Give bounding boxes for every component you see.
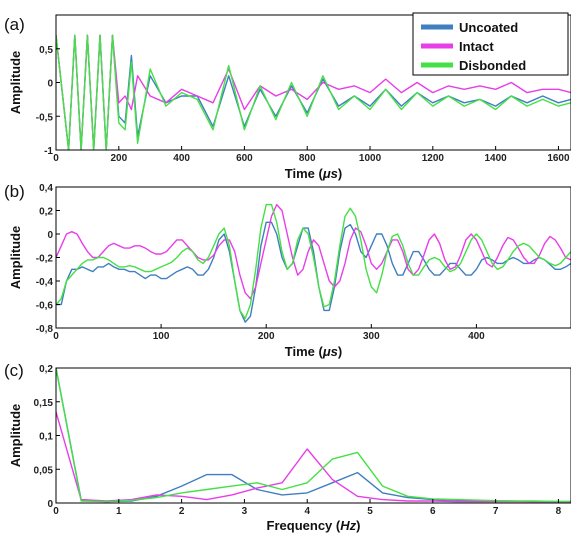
x-axis-label: Time (μs) <box>285 344 342 359</box>
x-axis-label-unit: Hz <box>340 518 356 533</box>
x-tick-label: 0 <box>53 153 59 164</box>
x-tick-label: 0 <box>53 506 59 517</box>
x-axis-label-post: ) <box>356 518 360 533</box>
x-tick-label: 400 <box>173 153 190 164</box>
y-tick-label: 0,2 <box>39 364 53 375</box>
y-tick-label: 0,4 <box>39 183 53 194</box>
y-tick-label: -0,2 <box>36 254 54 265</box>
x-axis-label-post: ) <box>338 344 342 359</box>
series-line-disbonded <box>56 203 571 320</box>
x-tick-label: 300 <box>363 331 380 342</box>
x-tick-label: 6 <box>430 506 436 517</box>
x-axis-label-post: ) <box>338 166 342 181</box>
x-tick-label: 400 <box>468 331 485 342</box>
x-tick-label: 600 <box>236 153 253 164</box>
panel-label: (a) <box>4 15 25 34</box>
x-axis-label-unit: μs <box>322 344 338 359</box>
y-tick-label: 0 <box>47 79 53 90</box>
series-line-intact <box>56 203 571 300</box>
x-tick-label: 7 <box>493 506 499 517</box>
x-tick-label: 200 <box>110 153 127 164</box>
x-tick-label: 1200 <box>422 153 445 164</box>
panel-label: (c) <box>4 361 24 380</box>
y-axis-label: Amplitude <box>8 226 23 290</box>
y-axis-label: Amplitude <box>8 404 23 468</box>
x-axis-label-pre: Time ( <box>285 166 324 181</box>
series-group <box>56 34 571 150</box>
series-line-uncoated <box>56 368 571 503</box>
x-tick-label: 100 <box>153 331 170 342</box>
x-tick-label: 0 <box>53 331 59 342</box>
y-tick-label: -0,6 <box>36 301 54 312</box>
x-tick-label: 5 <box>367 506 373 517</box>
axes-frame <box>55 367 571 504</box>
legend: Uncoated Intact Disbonded <box>412 12 569 76</box>
x-tick-label: 1000 <box>359 153 382 164</box>
y-tick-label: -0,8 <box>36 324 54 335</box>
y-tick-label: 0,15 <box>34 398 54 409</box>
legend-label-disbonded: Disbonded <box>459 58 526 73</box>
x-axis-label-pre: Time ( <box>285 344 324 359</box>
y-tick-label: 0,1 <box>39 432 53 443</box>
series-line-intact <box>56 411 571 503</box>
x-tick-label: 4 <box>304 506 310 517</box>
series-group <box>56 203 571 323</box>
x-tick-label: 200 <box>258 331 275 342</box>
x-axis-label: Frequency (Hz) <box>267 518 361 533</box>
y-tick-label: 0 <box>47 230 53 241</box>
legend-label-uncoated: Uncoated <box>459 20 518 35</box>
panel-2: 0 100 200 300 400 -0,8 -0,6 -0,4 -0,2 0 0,2 0,4 Time… <box>4 182 571 359</box>
series-line-disbonded <box>56 34 571 150</box>
x-tick-label: 2 <box>179 506 185 517</box>
x-tick-label: 1400 <box>485 153 508 164</box>
series-line-disbonded <box>56 368 571 503</box>
y-axis-label: Amplitude <box>8 51 23 115</box>
x-tick-label: 8 <box>556 506 562 517</box>
x-axis-label-unit: μs <box>322 166 338 181</box>
y-tick-label: -0,4 <box>36 277 54 288</box>
panel-1: 0 200 400 600 800 1000 1200 1400 1600 -1 -0,5 0 0,5 T… <box>4 12 571 181</box>
y-tick-label: -0,5 <box>36 112 54 123</box>
panel-3: 0 1 2 3 4 5 6 7 8 0 0,05 0,1 0,15 0,2 Frequency (Hz) Am… <box>4 361 571 533</box>
y-tick-label: 0 <box>47 499 53 510</box>
y-tick-label: 0,5 <box>39 45 53 56</box>
y-tick-label: 0,05 <box>34 465 54 476</box>
x-tick-label: 800 <box>299 153 316 164</box>
series-group <box>56 368 571 503</box>
legend-label-intact: Intact <box>459 39 494 54</box>
series-line-uncoated <box>56 221 571 323</box>
y-tick-label: -1 <box>44 146 53 157</box>
x-tick-label: 1 <box>116 506 122 517</box>
y-tick-label: 0,2 <box>39 207 53 218</box>
x-axis-label-pre: Frequency ( <box>267 518 341 533</box>
x-axis-label: Time (μs) <box>285 166 342 181</box>
x-tick-label: 1600 <box>547 153 570 164</box>
x-tick-label: 3 <box>242 506 248 517</box>
panel-label: (b) <box>4 182 25 201</box>
